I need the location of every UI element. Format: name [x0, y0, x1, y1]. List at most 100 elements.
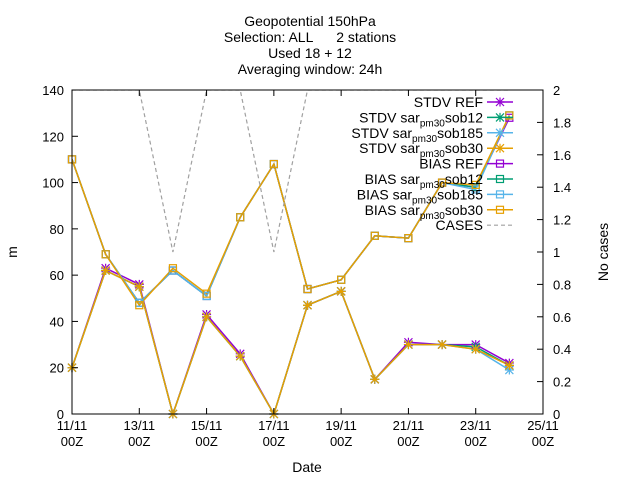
data-point — [437, 178, 447, 187]
data-point — [202, 312, 212, 322]
series-points — [67, 266, 514, 419]
data-point — [235, 351, 245, 361]
data-point — [495, 112, 505, 122]
y2-tick-label: 1.2 — [553, 213, 571, 228]
data-point — [202, 289, 211, 298]
data-point — [370, 231, 379, 240]
data-point — [168, 264, 178, 273]
data-point — [134, 282, 144, 292]
data-point — [336, 286, 346, 296]
y2-tick-label: 2 — [553, 83, 560, 98]
series-points — [67, 266, 514, 419]
x-tick-label-time: 00Z — [465, 434, 487, 449]
data-point — [370, 374, 380, 384]
legend-label: BIAS sarpm30sob30 — [365, 202, 484, 222]
legend-swatch-marker — [495, 190, 505, 199]
y2-tick-label: 1.8 — [553, 115, 571, 130]
title-line-3: Used 18 + 12 — [268, 45, 352, 61]
y2-tick-label: 0.6 — [553, 310, 571, 325]
series-points — [67, 263, 514, 419]
chart-title: Geopotential 150hPa Selection: ALL 2 sta… — [224, 13, 396, 77]
legend-swatch-marker — [495, 143, 505, 153]
data-point — [471, 185, 480, 194]
title-line-1: Geopotential 150hPa — [244, 13, 376, 29]
x-tick-label: 11/11 — [57, 418, 88, 433]
y2-axis: 0 0.2 0.4 0.6 0.8 1 1.2 1.4 1.6 1.8 2 — [537, 83, 571, 422]
data-point — [303, 300, 312, 310]
series-line — [72, 115, 511, 305]
x-tick-label: 25/11 — [527, 418, 559, 433]
y-axis-label: m — [4, 246, 20, 258]
legend-label: STDV REF — [414, 94, 483, 110]
y-tick-label: 60 — [50, 268, 64, 283]
data-point — [471, 180, 480, 189]
data-point — [404, 234, 413, 243]
data-point — [495, 159, 505, 168]
y-tick-label: 100 — [42, 176, 64, 191]
x-tick-label-time: 00Z — [195, 434, 217, 449]
legend-swatch-marker — [495, 205, 505, 214]
y-tick-label: 40 — [50, 314, 64, 329]
series-line — [72, 90, 510, 253]
x-tick-label-time: 00Z — [532, 434, 554, 449]
legend-swatch-marker — [495, 174, 505, 184]
series-line — [72, 115, 511, 305]
legend-swatch-marker — [495, 159, 505, 168]
legend-label: CASES — [436, 217, 483, 233]
legend-label: STDV sarpm30sob30 — [359, 140, 483, 160]
x-axis: 11/1100Z13/1100Z15/1100Z17/1100Z19/1100Z… — [57, 90, 559, 449]
x-axis-label: Date — [292, 459, 322, 475]
data-point — [495, 128, 505, 138]
x-tick-label: 21/11 — [393, 418, 425, 433]
data-point — [504, 365, 514, 375]
x-tick-label: 15/11 — [191, 418, 223, 433]
data-point — [495, 205, 505, 214]
series-points — [67, 266, 514, 419]
legend-label: BIAS REF — [419, 156, 483, 172]
data-point — [101, 266, 111, 276]
y-tick-label: 0 — [57, 407, 64, 422]
y2-tick-label: 0.2 — [553, 375, 571, 390]
data-point — [495, 190, 505, 199]
x-tick-label: 19/11 — [325, 418, 357, 433]
series-lines — [72, 90, 511, 414]
data-point — [504, 360, 514, 370]
y2-axis-label: No cases — [595, 223, 611, 281]
y-axis: 0 20 40 60 80 100 120 140 — [42, 83, 78, 422]
legend-label: BIAS sarpm30sob185 — [357, 186, 483, 206]
y2-tick-label: 1 — [553, 245, 560, 260]
data-point — [403, 340, 413, 350]
x-tick-label-time: 00Z — [128, 434, 150, 449]
legend-label: STDV sarpm30sob12 — [359, 109, 483, 129]
data-point — [471, 344, 481, 354]
y-tick-label: 140 — [42, 83, 64, 98]
data-point — [303, 284, 312, 294]
series-line — [72, 115, 511, 307]
series-points — [67, 111, 514, 310]
data-point — [495, 143, 505, 153]
y-tick-label: 20 — [50, 361, 64, 376]
y-tick-label: 120 — [42, 129, 64, 144]
y2-tick-label: 0.4 — [553, 342, 571, 357]
y-tick-label: 80 — [50, 222, 64, 237]
legend-swatch-marker — [495, 112, 505, 122]
y2-tick-label: 1.6 — [553, 148, 571, 163]
title-line-4: Averaging window: 24h — [238, 61, 383, 77]
x-tick-label-time: 00Z — [263, 434, 285, 449]
data-point — [269, 159, 278, 169]
data-point — [236, 213, 245, 222]
title-line-2: Selection: ALL 2 stations — [224, 29, 396, 45]
data-point — [505, 111, 514, 120]
data-point — [135, 301, 144, 310]
x-tick-label-time: 00Z — [397, 434, 419, 449]
x-tick-label: 23/11 — [460, 418, 492, 433]
y2-tick-label: 0 — [553, 407, 560, 422]
series-markers — [67, 111, 514, 419]
legend-swatch-marker — [495, 128, 505, 138]
legend-label: BIAS sarpm30sob12 — [365, 171, 484, 191]
x-tick-label-time: 00Z — [61, 434, 83, 449]
x-tick-label: 17/11 — [258, 418, 290, 433]
legend-swatch-marker — [495, 97, 505, 107]
